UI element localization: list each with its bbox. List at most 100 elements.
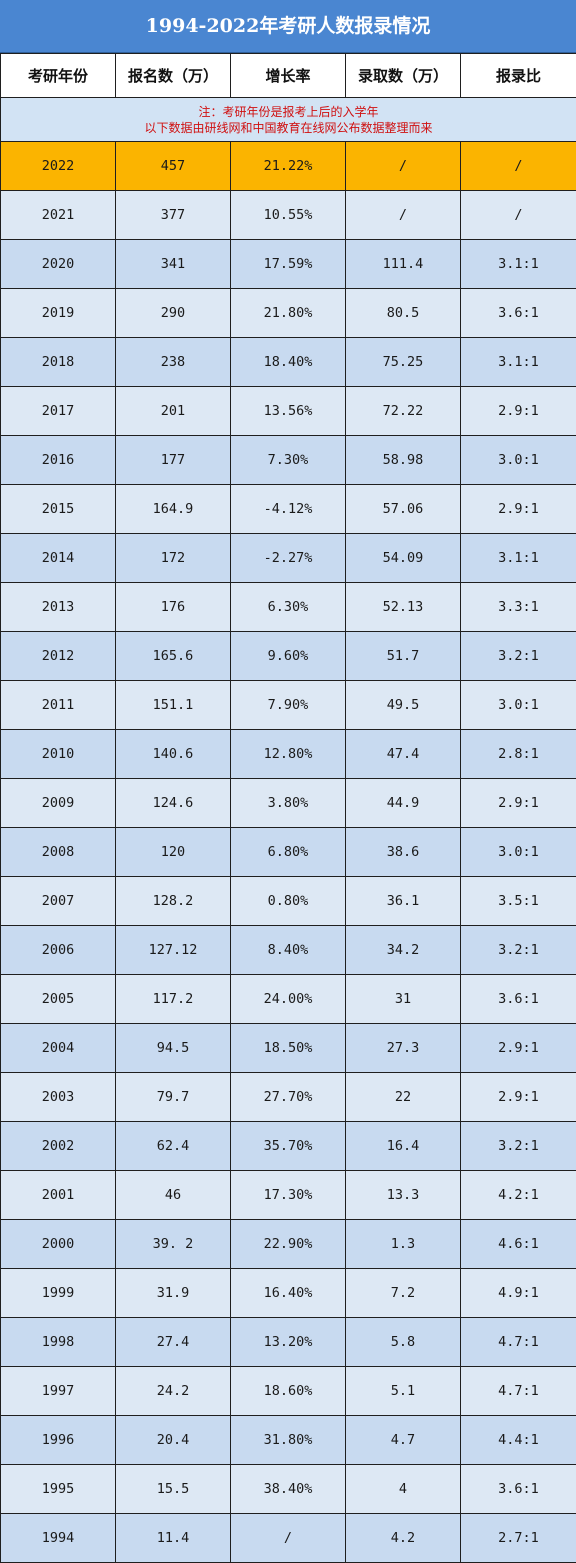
- cell-admitted: 57.06: [346, 485, 461, 534]
- cell-applicants: 201: [116, 387, 231, 436]
- cell-admitted: 16.4: [346, 1122, 461, 1171]
- cell-admitted: 80.5: [346, 289, 461, 338]
- cell-admitted: 27.3: [346, 1024, 461, 1073]
- cell-growth-rate: 17.30%: [231, 1171, 346, 1220]
- cell-year: 2010: [1, 730, 116, 779]
- cell-growth-rate: /: [231, 1514, 346, 1563]
- cell-admitted: 51.7: [346, 632, 461, 681]
- cell-admitted: 111.4: [346, 240, 461, 289]
- cell-year: 2008: [1, 828, 116, 877]
- cell-applicants: 377: [116, 191, 231, 240]
- note-row: 注：考研年份是报考上后的入学年 以下数据由研线网和中国教育在线网公布数据整理而来: [1, 98, 576, 142]
- cell-ratio: 2.9:1: [461, 1024, 576, 1073]
- cell-growth-rate: 21.80%: [231, 289, 346, 338]
- header-row: 考研年份 报名数（万） 增长率 录取数（万） 报录比: [1, 54, 576, 98]
- cell-ratio: 4.9:1: [461, 1269, 576, 1318]
- cell-admitted: 7.2: [346, 1269, 461, 1318]
- cell-applicants: 124.6: [116, 779, 231, 828]
- cell-applicants: 39. 2: [116, 1220, 231, 1269]
- header-growth-rate: 增长率: [231, 54, 346, 98]
- cell-ratio: 2.9:1: [461, 779, 576, 828]
- cell-growth-rate: 7.30%: [231, 436, 346, 485]
- cell-applicants: 11.4: [116, 1514, 231, 1563]
- cell-growth-rate: -2.27%: [231, 534, 346, 583]
- cell-year: 2019: [1, 289, 116, 338]
- cell-growth-rate: 8.40%: [231, 926, 346, 975]
- cell-year: 2020: [1, 240, 116, 289]
- cell-applicants: 176: [116, 583, 231, 632]
- cell-year: 2001: [1, 1171, 116, 1220]
- cell-growth-rate: 10.55%: [231, 191, 346, 240]
- cell-growth-rate: 18.50%: [231, 1024, 346, 1073]
- cell-admitted: /: [346, 142, 461, 191]
- header-ratio: 报录比: [461, 54, 576, 98]
- cell-admitted: 4.7: [346, 1416, 461, 1465]
- table-title: 1994-2022年考研人数报录情况: [0, 0, 576, 53]
- cell-ratio: 4.7:1: [461, 1367, 576, 1416]
- cell-applicants: 290: [116, 289, 231, 338]
- cell-year: 2016: [1, 436, 116, 485]
- cell-growth-rate: 0.80%: [231, 877, 346, 926]
- cell-applicants: 151.1: [116, 681, 231, 730]
- cell-year: 2009: [1, 779, 116, 828]
- cell-year: 2015: [1, 485, 116, 534]
- cell-ratio: /: [461, 142, 576, 191]
- cell-applicants: 94.5: [116, 1024, 231, 1073]
- cell-ratio: 3.6:1: [461, 289, 576, 338]
- cell-year: 2018: [1, 338, 116, 387]
- cell-applicants: 172: [116, 534, 231, 583]
- cell-growth-rate: 18.60%: [231, 1367, 346, 1416]
- cell-admitted: 72.22: [346, 387, 461, 436]
- cell-year: 2004: [1, 1024, 116, 1073]
- cell-applicants: 165.6: [116, 632, 231, 681]
- cell-ratio: 3.6:1: [461, 1465, 576, 1514]
- cell-applicants: 164.9: [116, 485, 231, 534]
- cell-ratio: 2.8:1: [461, 730, 576, 779]
- cell-applicants: 238: [116, 338, 231, 387]
- cell-applicants: 20.4: [116, 1416, 231, 1465]
- cell-ratio: 3.2:1: [461, 632, 576, 681]
- cell-applicants: 177: [116, 436, 231, 485]
- cell-applicants: 128.2: [116, 877, 231, 926]
- cell-growth-rate: 9.60%: [231, 632, 346, 681]
- cell-applicants: 120: [116, 828, 231, 877]
- cell-year: 2003: [1, 1073, 116, 1122]
- cell-ratio: 3.2:1: [461, 926, 576, 975]
- cell-admitted: /: [346, 191, 461, 240]
- cell-growth-rate: 16.40%: [231, 1269, 346, 1318]
- cell-growth-rate: 6.80%: [231, 828, 346, 877]
- cell-year: 2017: [1, 387, 116, 436]
- cell-growth-rate: 3.80%: [231, 779, 346, 828]
- cell-growth-rate: 7.90%: [231, 681, 346, 730]
- cell-ratio: 2.9:1: [461, 1073, 576, 1122]
- cell-growth-rate: 17.59%: [231, 240, 346, 289]
- cell-growth-rate: -4.12%: [231, 485, 346, 534]
- cell-applicants: 457: [116, 142, 231, 191]
- cell-applicants: 140.6: [116, 730, 231, 779]
- cell-growth-rate: 18.40%: [231, 338, 346, 387]
- cell-year: 2000: [1, 1220, 116, 1269]
- cell-admitted: 5.1: [346, 1367, 461, 1416]
- cell-applicants: 27.4: [116, 1318, 231, 1367]
- cell-admitted: 49.5: [346, 681, 461, 730]
- cell-growth-rate: 35.70%: [231, 1122, 346, 1171]
